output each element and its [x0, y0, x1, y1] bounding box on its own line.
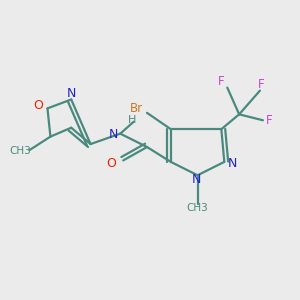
Text: N: N — [109, 128, 119, 141]
Text: F: F — [218, 75, 225, 88]
Text: F: F — [258, 78, 265, 91]
Text: O: O — [106, 157, 116, 170]
Text: CH3: CH3 — [9, 146, 31, 156]
Text: N: N — [191, 173, 201, 186]
Text: F: F — [266, 114, 272, 127]
Text: N: N — [67, 87, 76, 100]
Text: O: O — [33, 99, 43, 112]
Text: CH3: CH3 — [187, 203, 208, 213]
Text: H: H — [128, 115, 136, 125]
Text: N: N — [228, 158, 237, 170]
Text: Br: Br — [130, 103, 142, 116]
